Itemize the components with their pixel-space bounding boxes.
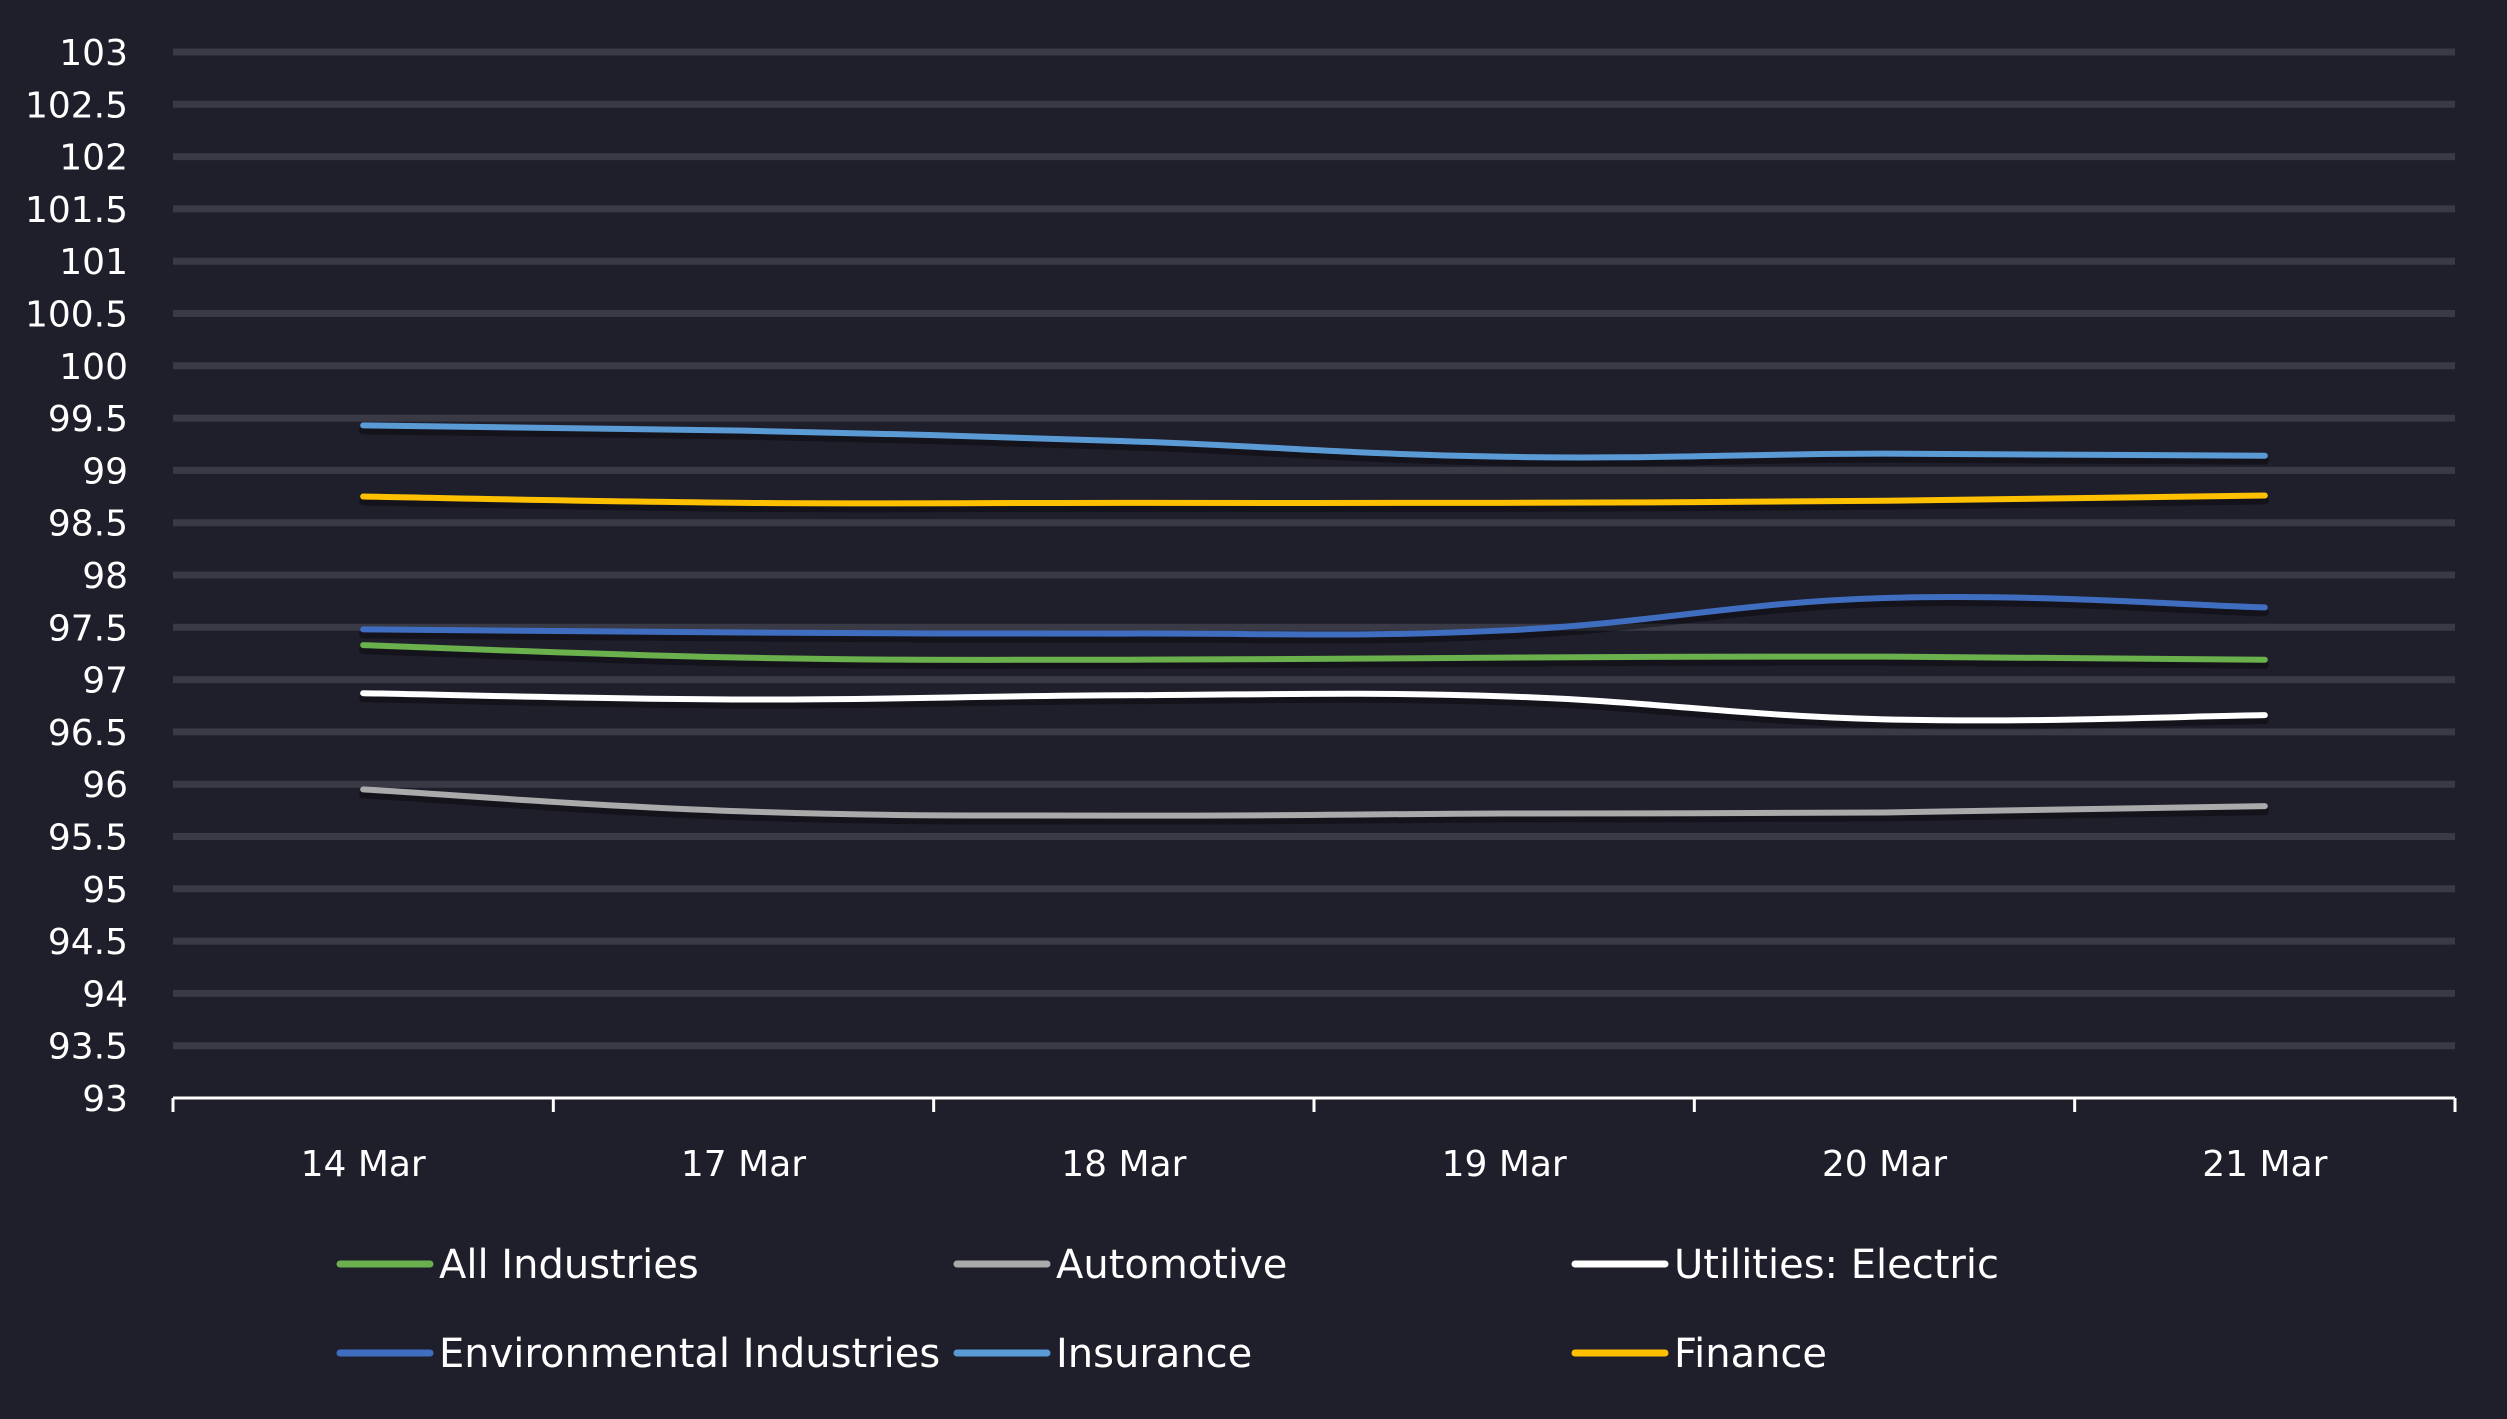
legend-item-insurance: Insurance xyxy=(953,1331,1252,1377)
series-line-automotive xyxy=(360,786,2268,819)
y-tick-label: 97 xyxy=(82,661,128,702)
series-line-shadow-insurance xyxy=(359,426,2269,467)
y-tick-label: 99 xyxy=(82,451,128,492)
legend-item-utilities-electric: Utilities: Electric xyxy=(1571,1242,1999,1288)
y-tick-label: 98 xyxy=(82,556,128,597)
y-tick-label: 95 xyxy=(82,870,128,911)
legend-label: All Industries xyxy=(439,1242,699,1288)
legend-item-environmental-industries: Environmental Industries xyxy=(336,1331,940,1377)
y-tick-label: 98.5 xyxy=(48,504,128,545)
y-tick-label: 96 xyxy=(82,765,128,806)
y-tick-label: 94.5 xyxy=(48,922,128,963)
y-tick-label: 100 xyxy=(59,347,128,388)
y-tick-label: 94 xyxy=(82,974,128,1015)
series-line-shadow-finance xyxy=(359,496,2269,513)
legend-label: Utilities: Electric xyxy=(1674,1242,1999,1288)
y-axis-tick-labels: 93 93.5 94 94.5 95 95.5 96 96.5 97 97.5 98 98.5 99 99… xyxy=(25,33,128,1120)
x-tick-label: 21 Mar xyxy=(2202,1144,2327,1185)
legend-item-finance: Finance xyxy=(1571,1331,1827,1377)
series-line-shadow-all-industries xyxy=(359,646,2269,669)
x-axis xyxy=(171,1096,2457,1112)
gridlines xyxy=(173,48,2455,1050)
series-line-all-industries xyxy=(360,642,2268,663)
legend-item-all-industries: All Industries xyxy=(336,1242,699,1288)
series-line-environmental-industries xyxy=(360,593,2268,638)
series-line-finance xyxy=(360,492,2268,507)
x-tick-label: 17 Mar xyxy=(681,1144,806,1185)
y-tick-label: 93 xyxy=(82,1079,128,1120)
legend-label: Insurance xyxy=(1056,1331,1252,1377)
y-tick-label: 102.5 xyxy=(25,85,128,126)
x-axis-tick-labels: 14 Mar 17 Mar 18 Mar 19 Mar 20 Mar 21 Mar xyxy=(301,1144,2328,1185)
legend-item-automotive: Automotive xyxy=(953,1242,1287,1288)
y-tick-label: 102 xyxy=(59,138,128,179)
series-lines xyxy=(359,422,2269,825)
x-tick-label: 14 Mar xyxy=(301,1144,426,1185)
legend-label: Finance xyxy=(1674,1331,1827,1377)
y-tick-label: 95.5 xyxy=(48,818,128,859)
y-tick-label: 101.5 xyxy=(25,190,128,231)
y-tick-label: 101 xyxy=(59,242,128,283)
y-tick-label: 100.5 xyxy=(25,295,128,336)
series-line-utilities-electric xyxy=(360,690,2268,724)
series-line-shadow-automotive xyxy=(359,790,2269,825)
y-tick-label: 99.5 xyxy=(48,399,128,440)
series-line-insurance xyxy=(360,422,2268,461)
y-tick-label: 96.5 xyxy=(48,713,128,754)
y-tick-label: 97.5 xyxy=(48,608,128,649)
x-tick-label: 20 Mar xyxy=(1822,1144,1947,1185)
x-tick-label: 19 Mar xyxy=(1442,1144,1567,1185)
series-line-shadow-utilities-electric xyxy=(359,694,2269,730)
legend-label: Environmental Industries xyxy=(439,1331,940,1377)
y-tick-label: 93.5 xyxy=(48,1027,128,1068)
legend-label: Automotive xyxy=(1056,1242,1287,1288)
legend: All Industries Automotive Utilities: Elect… xyxy=(336,1242,1999,1377)
series-line-shadow-environmental-industries xyxy=(359,597,2269,644)
x-tick-label: 18 Mar xyxy=(1061,1144,1186,1185)
y-tick-label: 103 xyxy=(59,33,128,74)
